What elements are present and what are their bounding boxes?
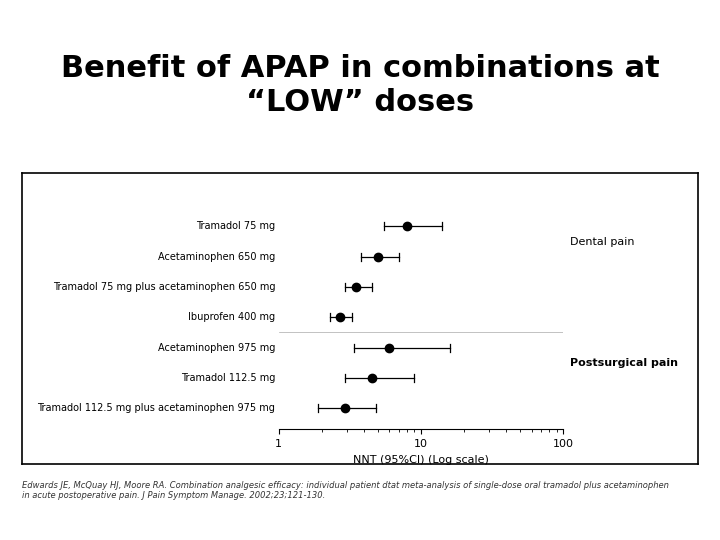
Text: Acetaminophen 975 mg: Acetaminophen 975 mg xyxy=(158,342,275,353)
Text: Postsurgical pain: Postsurgical pain xyxy=(570,358,678,368)
Text: Tramadol 75 mg plus acetaminophen 650 mg: Tramadol 75 mg plus acetaminophen 650 mg xyxy=(53,282,275,292)
Text: Tramadol 112.5 mg: Tramadol 112.5 mg xyxy=(181,373,275,383)
Text: Tramadol 112.5 mg plus acetaminophen 975 mg: Tramadol 112.5 mg plus acetaminophen 975… xyxy=(37,403,275,413)
Text: Dental pain: Dental pain xyxy=(570,237,635,247)
Text: Ibuprofen 400 mg: Ibuprofen 400 mg xyxy=(188,312,275,322)
Text: Benefit of APAP in combinations at “LOW” doses: Benefit of APAP in combinations at “LOW”… xyxy=(60,54,660,117)
Text: Acetaminophen 650 mg: Acetaminophen 650 mg xyxy=(158,252,275,262)
X-axis label: NNT (95%CI) (Log scale): NNT (95%CI) (Log scale) xyxy=(353,455,489,465)
Text: Edwards JE, McQuay HJ, Moore RA. Combination analgesic efficacy: individual pati: Edwards JE, McQuay HJ, Moore RA. Combina… xyxy=(22,481,668,500)
Text: Tramadol 75 mg: Tramadol 75 mg xyxy=(196,221,275,232)
